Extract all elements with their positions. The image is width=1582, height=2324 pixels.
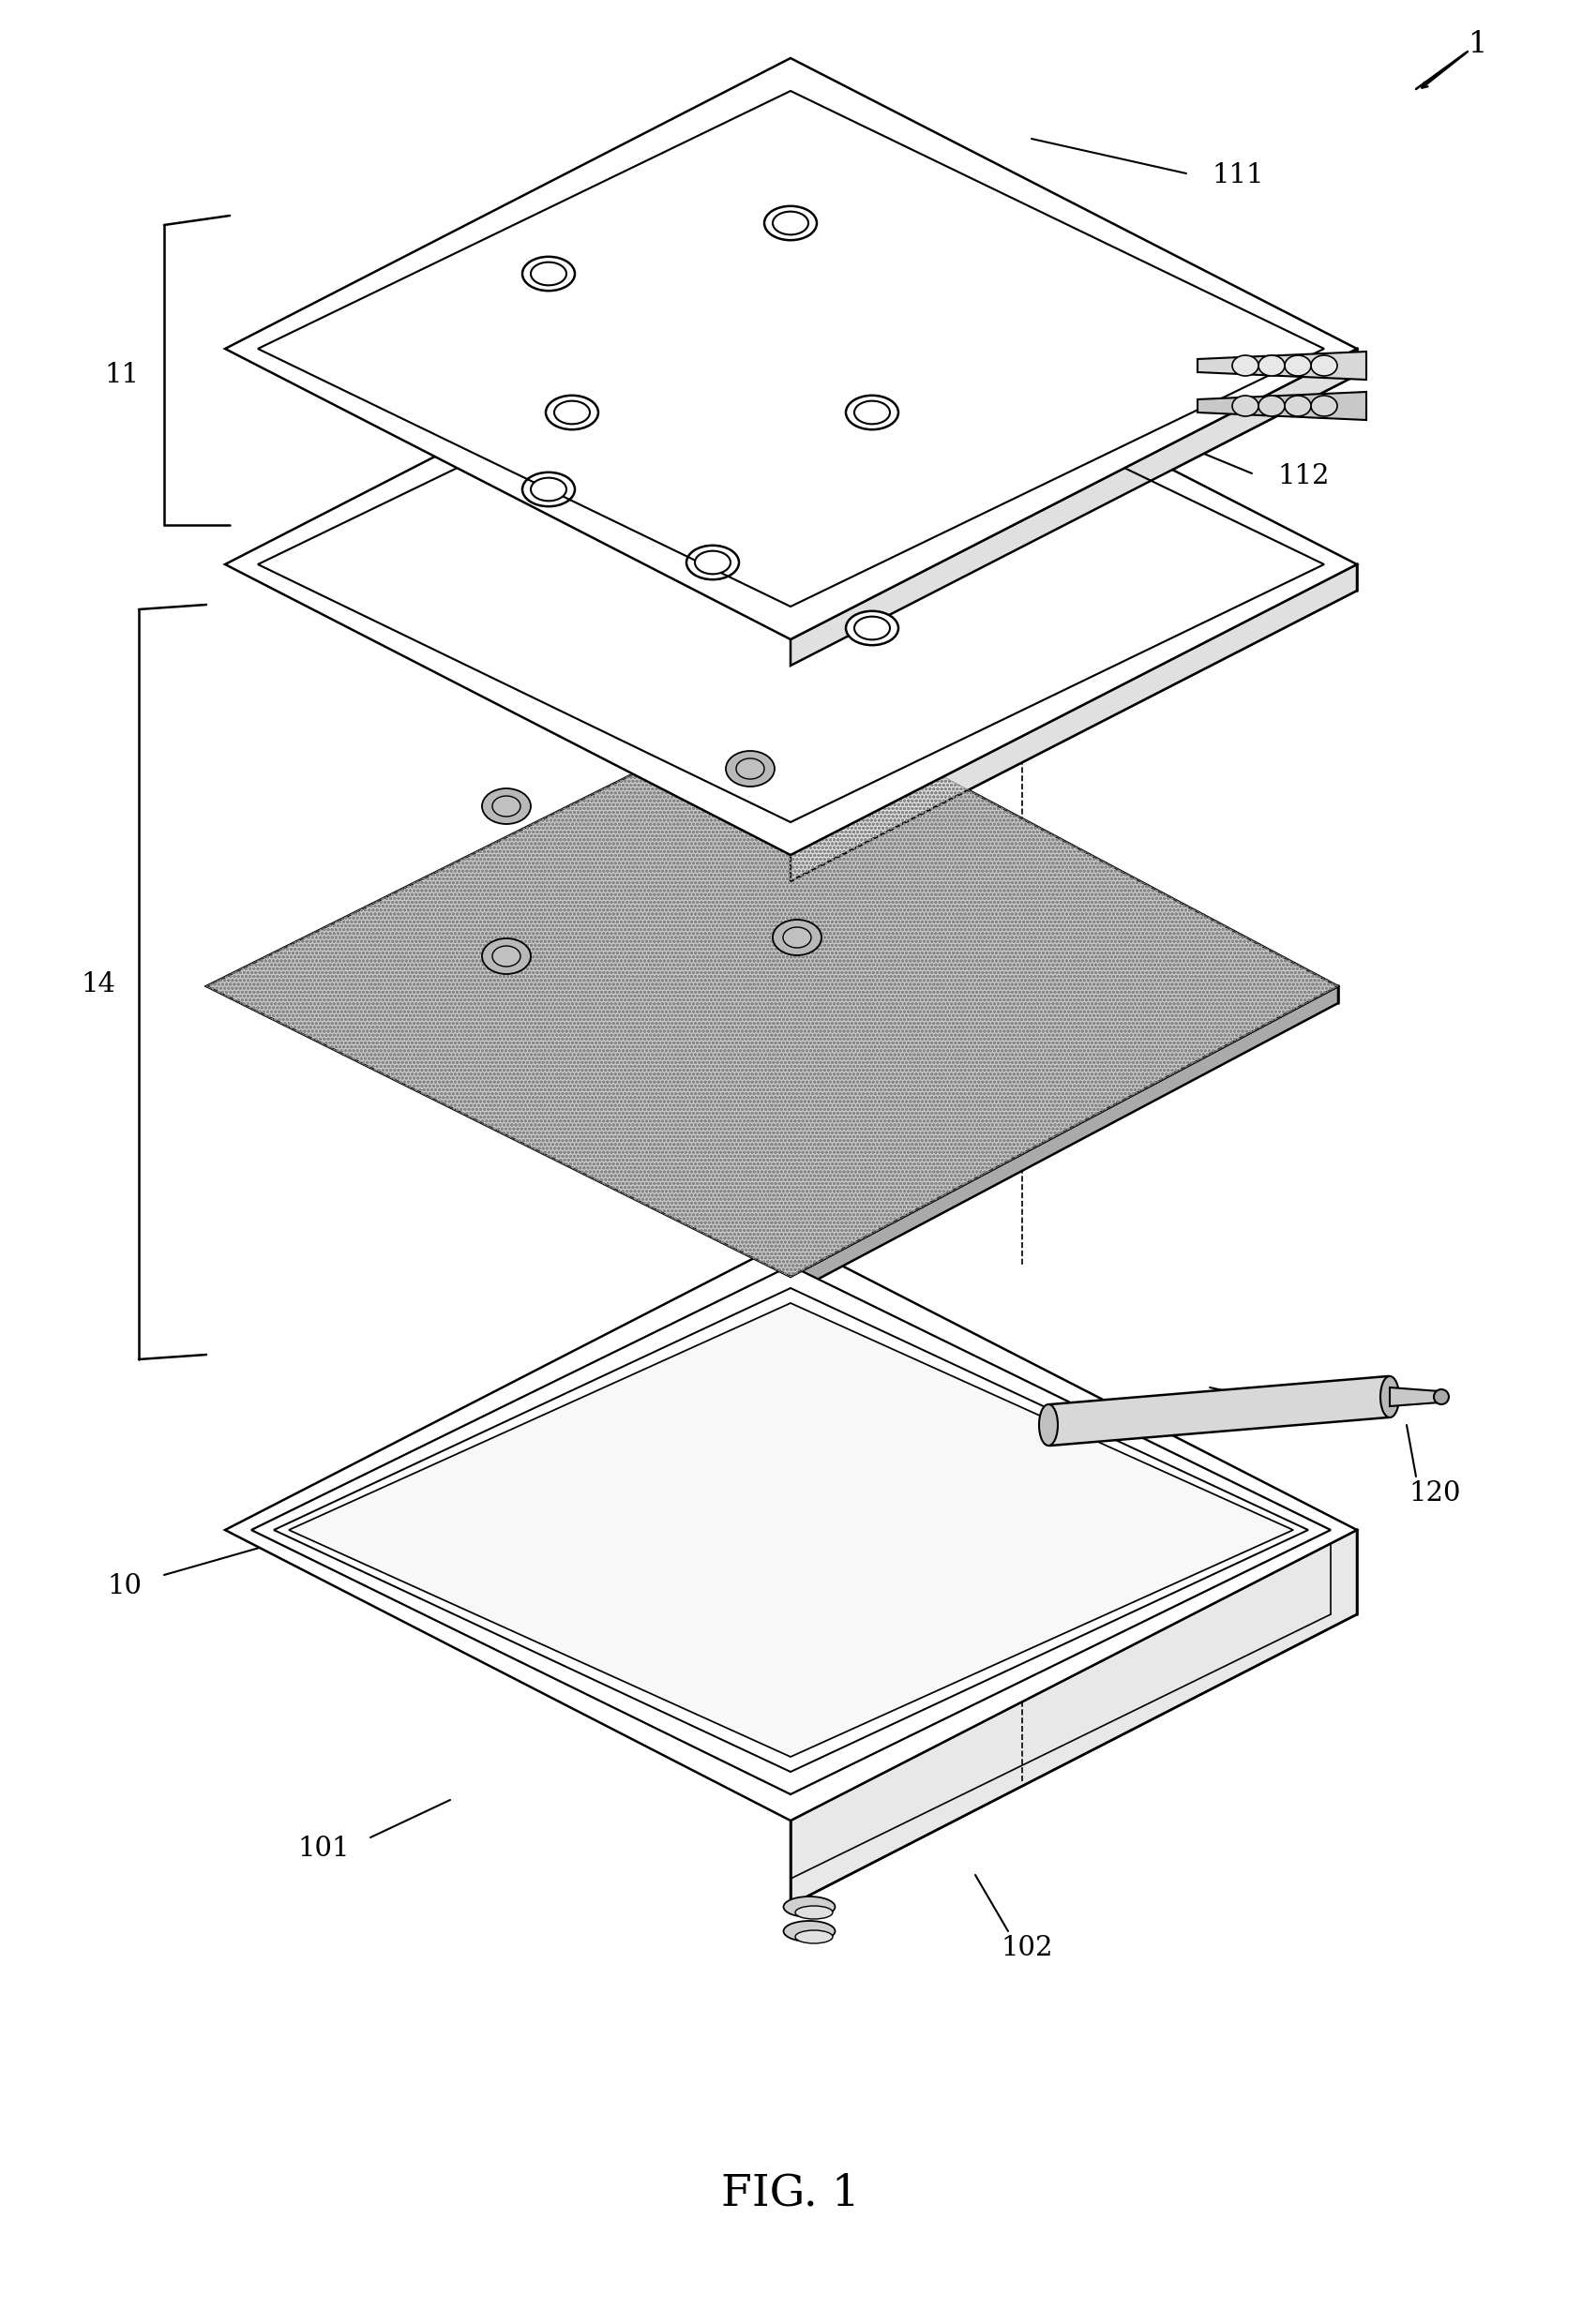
Text: 1: 1: [1468, 30, 1487, 58]
Polygon shape: [252, 1267, 1330, 1794]
Ellipse shape: [1285, 395, 1311, 416]
Polygon shape: [1389, 1387, 1440, 1406]
Ellipse shape: [772, 211, 808, 235]
Text: 102: 102: [1001, 1936, 1054, 1961]
Text: 13: 13: [971, 706, 1006, 732]
Text: FIG. 1: FIG. 1: [721, 2173, 861, 2215]
Ellipse shape: [492, 795, 520, 816]
Ellipse shape: [483, 788, 532, 825]
Ellipse shape: [483, 939, 532, 974]
Polygon shape: [274, 1287, 1308, 1771]
Text: 11: 11: [104, 363, 139, 388]
Ellipse shape: [687, 546, 739, 579]
Ellipse shape: [783, 1896, 835, 1917]
Polygon shape: [225, 58, 1357, 639]
Ellipse shape: [1039, 1404, 1058, 1446]
Ellipse shape: [764, 207, 816, 239]
Ellipse shape: [522, 256, 574, 290]
Ellipse shape: [736, 758, 764, 779]
Ellipse shape: [1433, 1390, 1449, 1404]
Ellipse shape: [522, 472, 574, 507]
Ellipse shape: [532, 479, 566, 502]
Ellipse shape: [694, 551, 731, 574]
Ellipse shape: [1232, 356, 1258, 376]
Ellipse shape: [772, 920, 821, 955]
Text: 112: 112: [1277, 462, 1329, 490]
Text: 10: 10: [108, 1573, 142, 1599]
Polygon shape: [791, 565, 1357, 881]
Polygon shape: [225, 1239, 1357, 1820]
Ellipse shape: [783, 927, 812, 948]
Ellipse shape: [1285, 356, 1311, 376]
Text: 113: 113: [789, 137, 842, 163]
Ellipse shape: [783, 1922, 835, 1941]
Polygon shape: [791, 1529, 1357, 1906]
Ellipse shape: [854, 402, 891, 423]
Polygon shape: [791, 349, 1357, 665]
Polygon shape: [791, 985, 1338, 1294]
Ellipse shape: [846, 395, 899, 430]
Text: 101: 101: [297, 1836, 350, 1862]
Polygon shape: [290, 1304, 1292, 1757]
Ellipse shape: [1232, 395, 1258, 416]
Text: 120: 120: [1408, 1480, 1460, 1506]
Polygon shape: [225, 274, 1357, 855]
Ellipse shape: [1311, 395, 1337, 416]
Ellipse shape: [846, 611, 899, 646]
Ellipse shape: [546, 395, 598, 430]
Ellipse shape: [726, 751, 775, 786]
Ellipse shape: [854, 616, 891, 639]
Ellipse shape: [1258, 395, 1285, 416]
Ellipse shape: [796, 1906, 832, 1920]
Ellipse shape: [532, 263, 566, 286]
Text: 12: 12: [1305, 1392, 1340, 1418]
Ellipse shape: [1311, 356, 1337, 376]
Polygon shape: [206, 695, 1338, 1276]
Text: 14: 14: [81, 971, 115, 997]
Text: 111: 111: [1212, 163, 1264, 188]
Ellipse shape: [554, 402, 590, 423]
Text: 100: 100: [386, 1485, 438, 1511]
Ellipse shape: [1381, 1376, 1398, 1418]
Polygon shape: [1050, 1376, 1387, 1446]
Polygon shape: [1198, 393, 1367, 421]
Polygon shape: [1198, 351, 1367, 379]
Ellipse shape: [492, 946, 520, 967]
Ellipse shape: [796, 1931, 832, 1943]
Ellipse shape: [1258, 356, 1285, 376]
